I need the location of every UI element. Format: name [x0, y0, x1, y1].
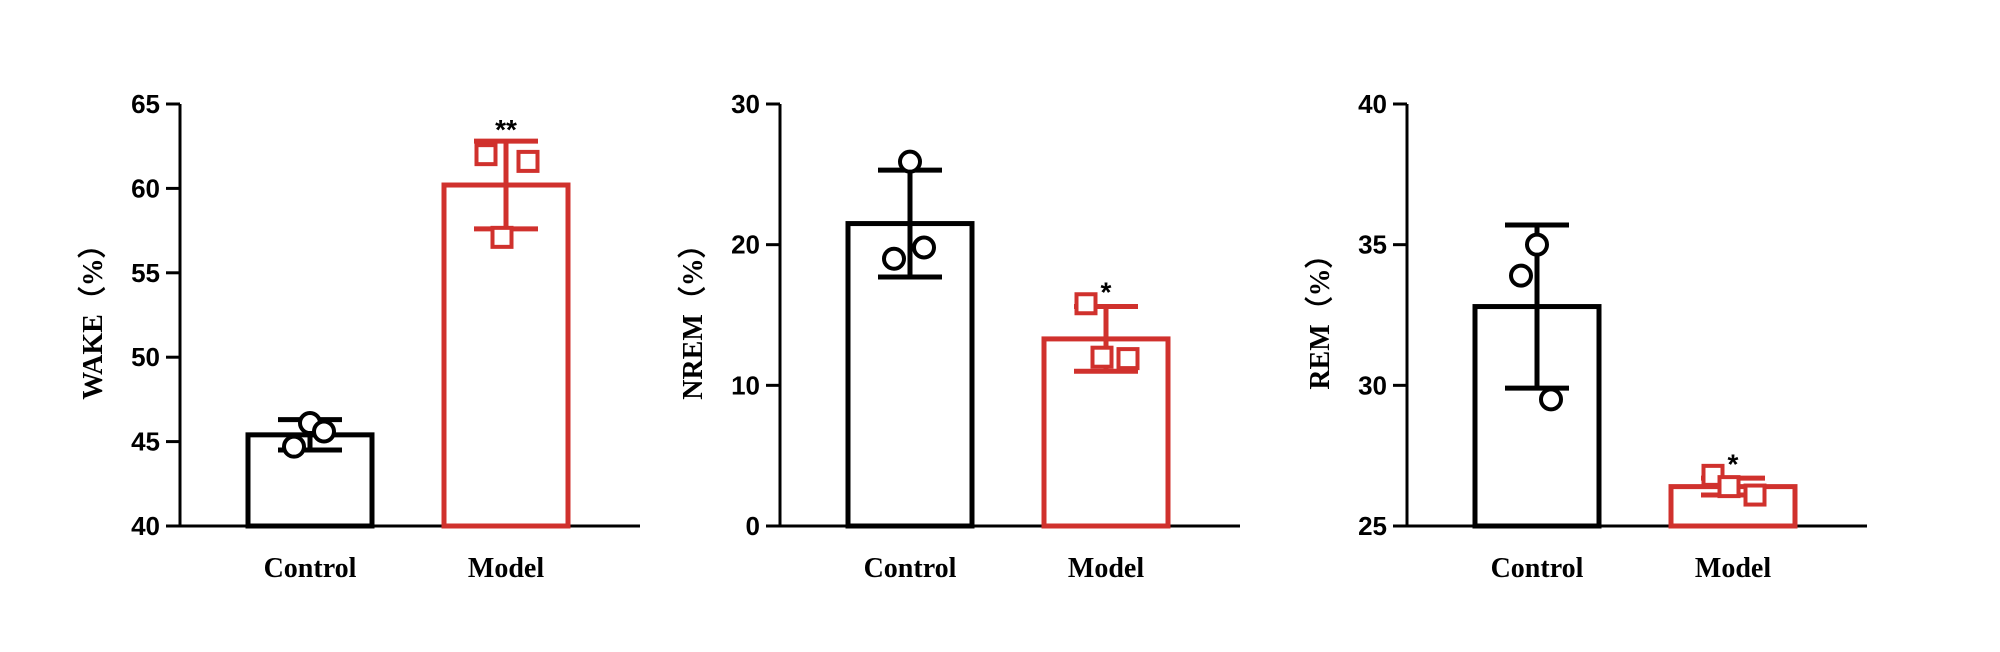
y-tick-label: 35 — [1358, 230, 1387, 260]
data-point-model — [474, 143, 498, 167]
y-axis-title: NREM（%） — [676, 230, 709, 400]
chart-panel-1: 40 45 50 55 60 65 WAKE（%） Control ** Model — [76, 89, 640, 584]
data-point-control — [312, 419, 336, 444]
y-axis-title: REM（%） — [1303, 240, 1336, 389]
data-point-model — [490, 225, 514, 249]
data-point-control — [1509, 263, 1533, 288]
data-point-model — [1717, 475, 1741, 499]
data-point-model — [516, 149, 540, 173]
x-category-label: Control — [1491, 553, 1584, 584]
data-point-control — [1539, 387, 1563, 412]
data-point-control — [912, 235, 936, 260]
y-tick-label: 20 — [731, 230, 760, 260]
data-point-model — [1090, 345, 1114, 369]
y-tick-label: 0 — [746, 511, 760, 541]
y-tick-label: 25 — [1358, 511, 1387, 541]
y-tick-label: 50 — [131, 342, 160, 372]
data-point-control — [882, 246, 906, 271]
data-point-control — [898, 149, 922, 174]
x-category-label: Control — [264, 553, 357, 584]
y-tick-label: 60 — [131, 173, 160, 203]
y-tick-label: 65 — [131, 89, 160, 119]
significance-label: * — [1101, 277, 1112, 308]
data-point-control — [282, 434, 306, 459]
y-tick-label: 10 — [731, 370, 760, 400]
data-point-model — [1743, 483, 1767, 507]
y-axis-title: WAKE（%） — [76, 230, 109, 400]
x-category-label: Model — [1068, 553, 1144, 584]
significance-label: * — [1728, 448, 1739, 479]
x-category-label: Control — [864, 553, 957, 584]
y-tick-label: 30 — [1358, 370, 1387, 400]
chart-panel-2: 0 10 20 30 NREM（%） Control * Model — [676, 89, 1240, 584]
y-tick-label: 45 — [131, 427, 160, 457]
chart-panel-3: 25 30 35 40 REM（%） Control * Model — [1303, 89, 1867, 584]
x-category-label: Model — [468, 553, 544, 584]
data-point-model — [1074, 292, 1098, 316]
y-tick-label: 55 — [131, 258, 160, 288]
significance-label: ** — [495, 114, 517, 145]
y-tick-label: 40 — [1358, 89, 1387, 119]
data-point-model — [1116, 347, 1140, 371]
data-point-control — [1525, 232, 1549, 257]
y-tick-label: 30 — [731, 89, 760, 119]
x-category-label: Model — [1695, 553, 1771, 584]
y-tick-label: 40 — [131, 511, 160, 541]
